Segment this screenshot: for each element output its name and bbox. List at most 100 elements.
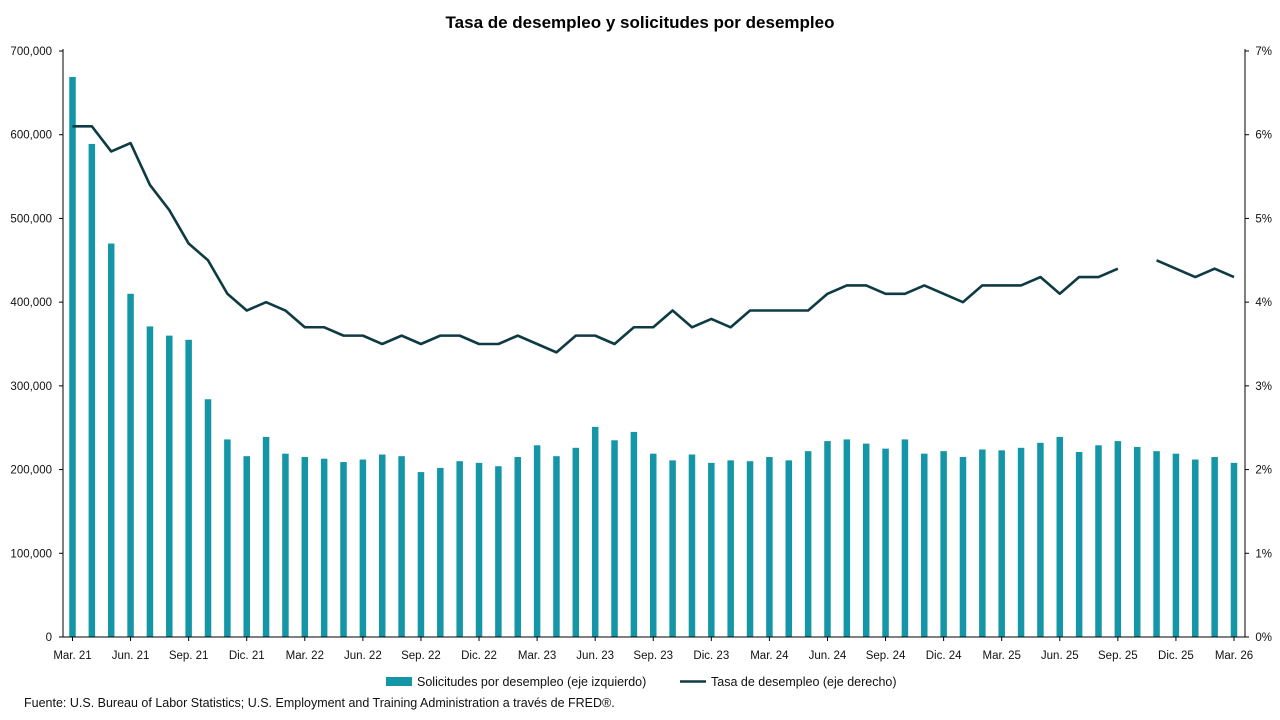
legend-bar-swatch: [386, 677, 412, 686]
bar: [688, 454, 696, 637]
bar: [1095, 445, 1102, 637]
bar: [166, 335, 173, 637]
bar: [107, 243, 115, 638]
source-note: Fuente: U.S. Bureau of Labor Statistics;…: [24, 696, 615, 710]
bar: [611, 440, 618, 637]
bar: [746, 461, 754, 637]
x-tick-label: Dic. 25: [1158, 650, 1194, 662]
left-tick-label: 500,000: [10, 213, 52, 225]
right-tick-label: 2%: [1255, 465, 1272, 477]
bar: [495, 466, 502, 637]
right-tick-label: 7%: [1255, 46, 1272, 58]
left-tick-label: 700,000: [10, 46, 52, 58]
x-tick-label: Dic. 24: [926, 650, 962, 662]
bar: [979, 449, 986, 637]
bar: [204, 399, 212, 637]
left-tick-label: 600,000: [10, 130, 52, 142]
line-series: [72, 125, 1235, 354]
bar: [1114, 441, 1122, 637]
bar: [456, 461, 463, 637]
bar: [1075, 451, 1083, 637]
x-tick-label: Mar. 26: [1215, 650, 1253, 662]
bar: [146, 326, 154, 637]
bar: [1056, 436, 1064, 637]
bar: [882, 448, 889, 637]
bar: [650, 453, 657, 637]
bar: [533, 445, 541, 637]
bar: [282, 453, 289, 637]
left-tick-label: 400,000: [10, 297, 52, 309]
x-tick-label: Dic. 22: [461, 650, 497, 662]
bar: [1017, 447, 1025, 637]
bar: [572, 447, 580, 637]
x-tick-label: Jun. 25: [1041, 650, 1079, 662]
bar: [320, 458, 328, 637]
x-tick-label: Jun. 23: [576, 650, 614, 662]
bar: [224, 439, 231, 637]
left-axis-ticks: 0 100,000 200,000 300,000 400,000 500,000 600,…: [10, 46, 63, 644]
bar: [843, 439, 851, 637]
bar: [766, 457, 773, 637]
right-tick-label: 1%: [1255, 548, 1272, 560]
bar: [708, 462, 715, 637]
bar: [669, 460, 676, 637]
bar: [475, 462, 483, 637]
bar: [727, 460, 734, 637]
x-tick-label: Sep. 25: [1098, 650, 1138, 662]
x-tick-label: Mar. 21: [53, 650, 91, 662]
x-tick-label: Jun. 22: [344, 650, 382, 662]
bar: [514, 457, 521, 637]
bar: [301, 457, 309, 637]
unemployment-rate-line: [72, 125, 1119, 354]
legend: Solicitudes por desempleo (eje izquierdo…: [386, 675, 897, 689]
legend-line-label: Tasa de desempleo (eje derecho): [711, 675, 897, 689]
x-tick-label: Sep. 21: [169, 650, 209, 662]
right-tick-label: 4%: [1255, 297, 1272, 309]
right-tick-label: 5%: [1255, 213, 1272, 225]
bar: [185, 339, 192, 637]
legend-bar-label: Solicitudes por desempleo (eje izquierdo…: [417, 675, 646, 689]
bar: [785, 460, 793, 637]
bar: [398, 456, 405, 637]
bar: [1172, 453, 1180, 637]
x-tick-label: Mar. 24: [750, 650, 789, 662]
bar: [378, 454, 386, 637]
bar: [417, 472, 425, 637]
bar: [1133, 446, 1141, 637]
bar: [1153, 451, 1160, 637]
axes: [62, 49, 1246, 638]
bar: [437, 467, 444, 637]
left-tick-label: 300,000: [10, 381, 52, 393]
left-tick-label: 0: [46, 632, 52, 644]
bar: [127, 293, 134, 637]
bar: [998, 450, 1005, 637]
bar: [921, 453, 928, 637]
bar: [359, 459, 367, 637]
x-tick-label: Mar. 25: [983, 650, 1021, 662]
bar: [959, 457, 967, 637]
x-tick-label: Sep. 23: [633, 650, 673, 662]
chart-title: Tasa de desempleo y solicitudes por dese…: [446, 13, 835, 32]
bar: [824, 441, 831, 637]
bar: [1211, 457, 1218, 637]
right-tick-label: 0%: [1255, 632, 1272, 644]
left-tick-label: 200,000: [10, 465, 52, 477]
bar: [340, 462, 347, 637]
right-axis-ticks: 0% 1% 2% 3% 4% 5% 6% 7%: [1245, 46, 1272, 644]
bar: [262, 436, 270, 637]
x-tick-label: Sep. 24: [866, 650, 906, 662]
right-tick-label: 3%: [1255, 381, 1272, 393]
bar: [1230, 462, 1238, 637]
bar: [940, 451, 947, 637]
bar: [630, 431, 638, 637]
bar: [804, 451, 812, 637]
right-tick-label: 6%: [1255, 130, 1272, 142]
x-tick-label: Jun. 24: [809, 650, 847, 662]
bar-series: [69, 76, 1238, 638]
bar: [243, 456, 250, 637]
unemployment-rate-line: [1156, 259, 1235, 279]
x-tick-label: Sep. 22: [401, 650, 441, 662]
x-tick-label: Dic. 23: [693, 650, 729, 662]
x-tick-label: Dic. 21: [229, 650, 265, 662]
